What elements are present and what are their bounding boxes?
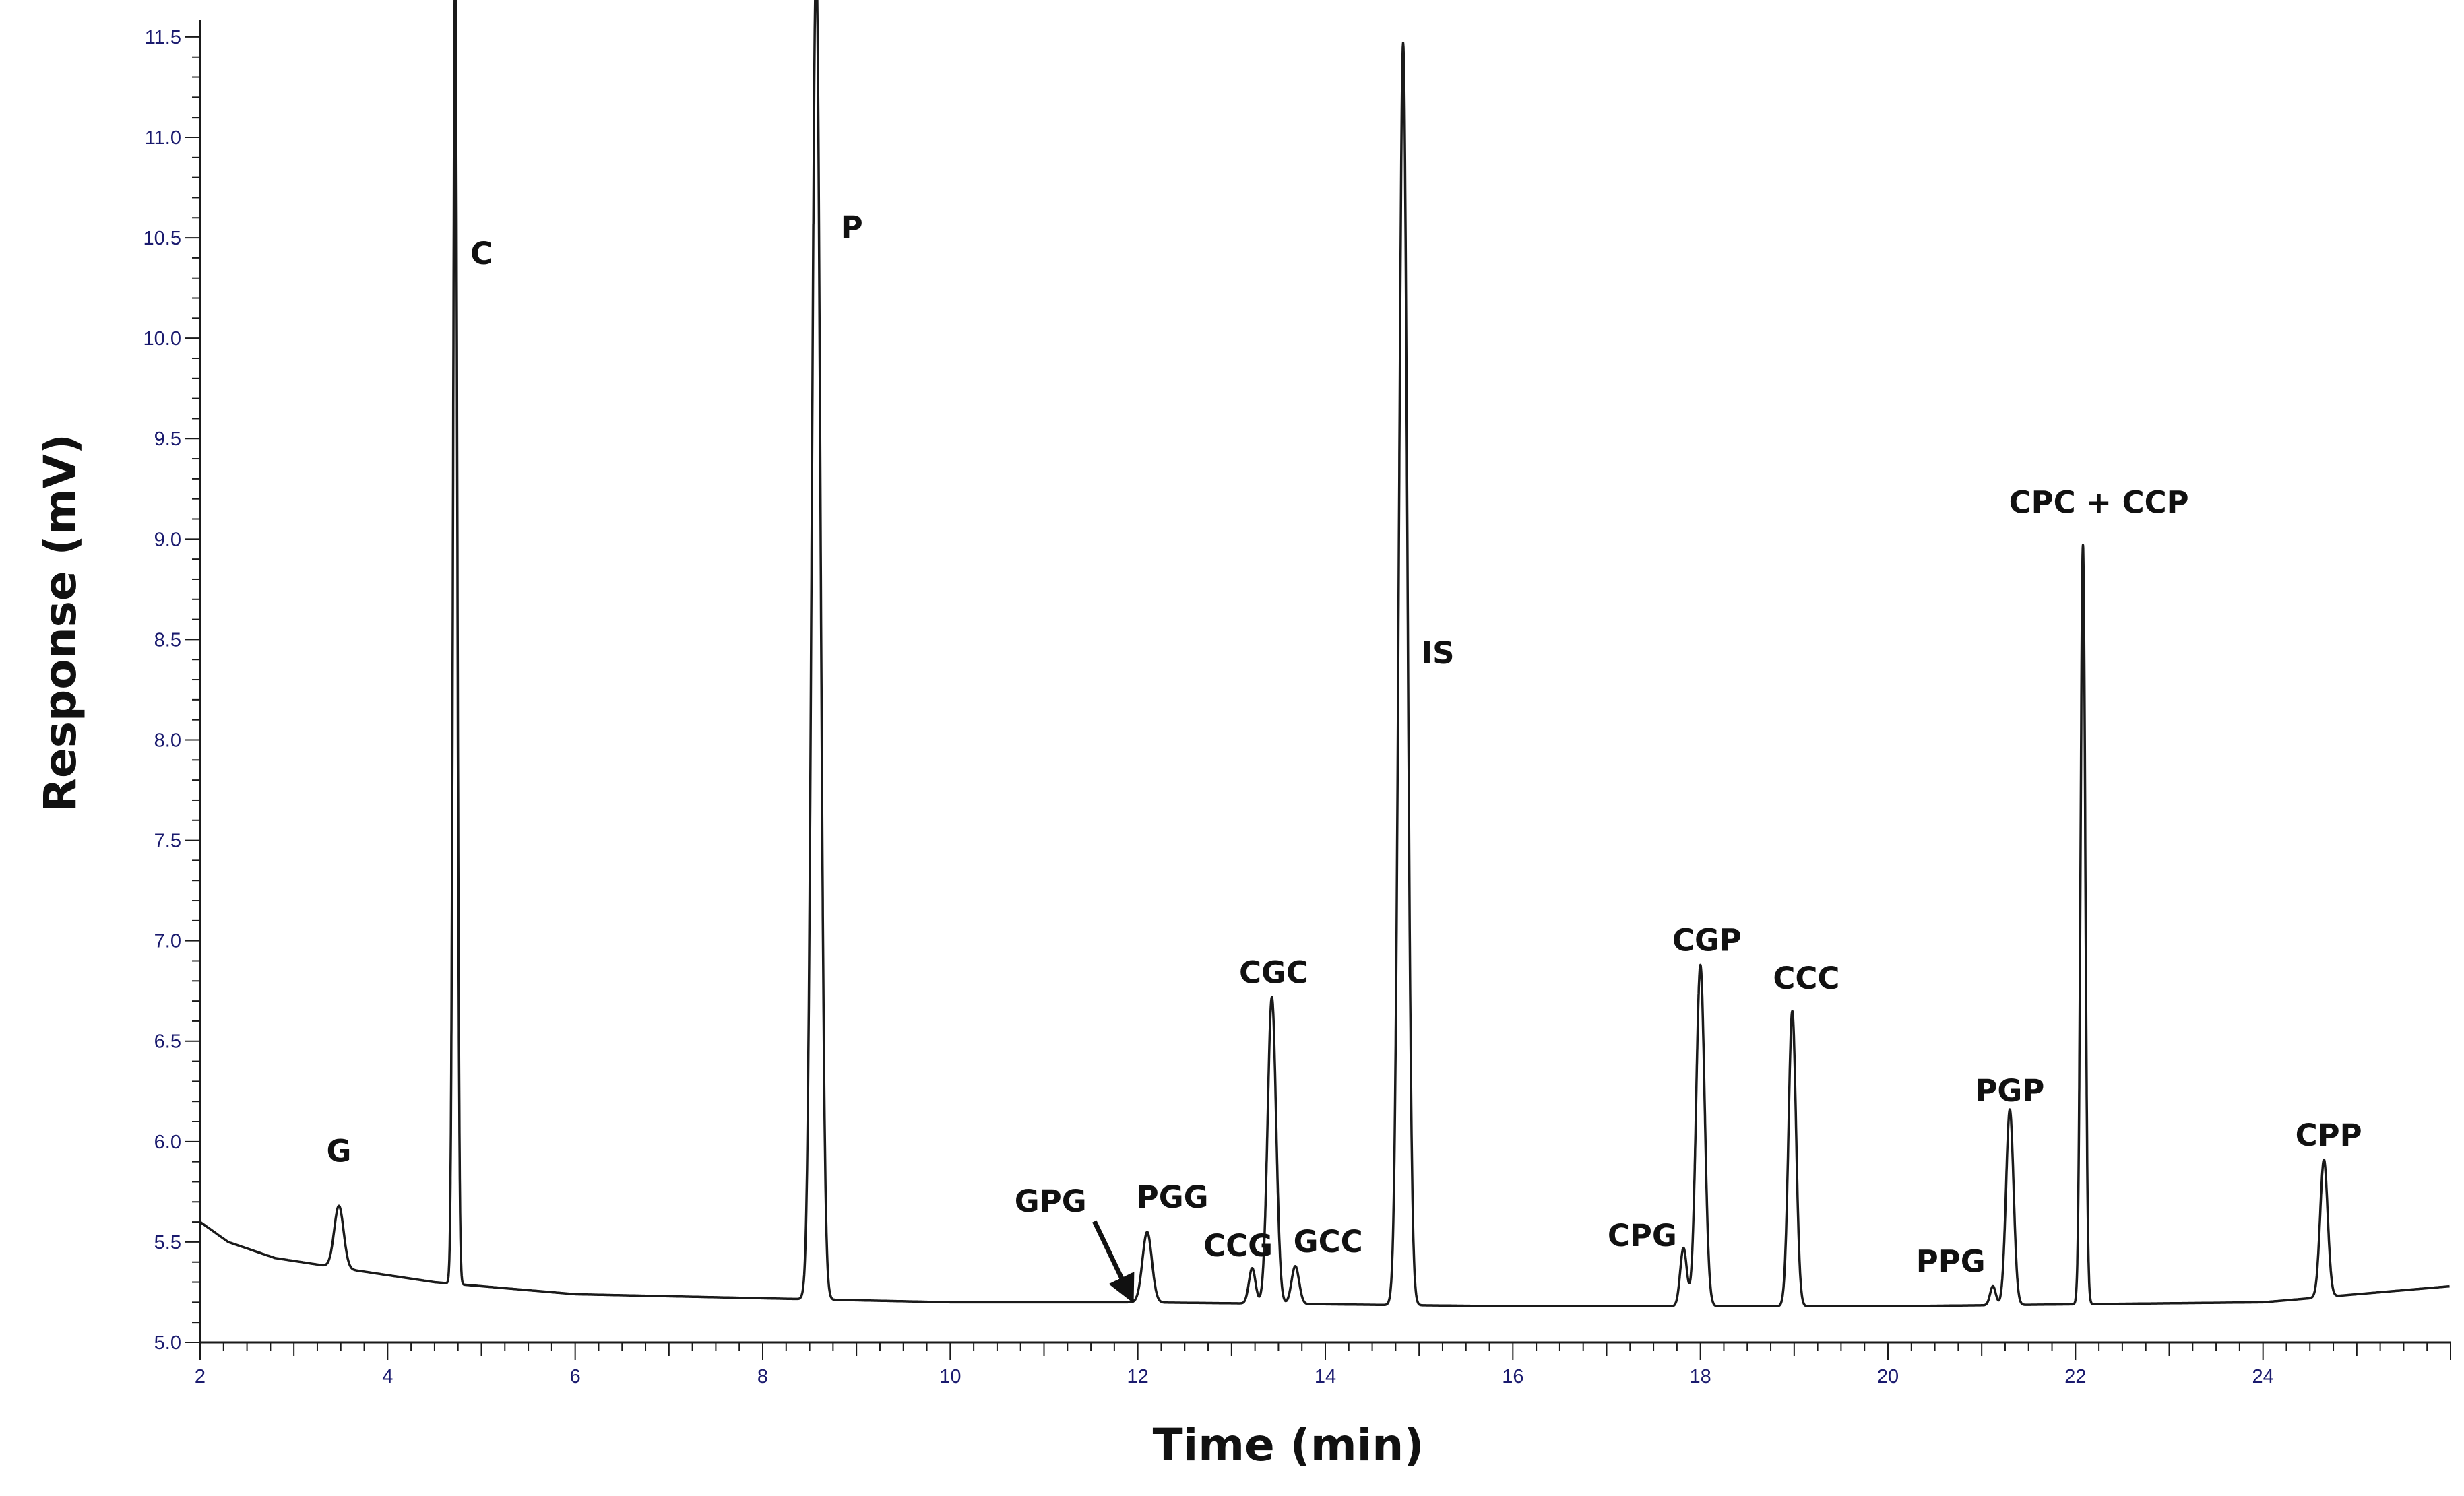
peak-label-is: IS (1421, 635, 1454, 671)
y-tick-label: 10.5 (144, 228, 181, 249)
x-tick-label: 12 (1127, 1366, 1149, 1388)
y-tick-label: 9.5 (154, 428, 181, 450)
y-tick-label: 11.5 (145, 27, 181, 48)
peak-label-ppg: PPG (1916, 1244, 1986, 1280)
y-axis-title: Response (mV) (34, 434, 86, 812)
peak-label-ccg: CCG (1203, 1228, 1273, 1264)
peak-label-ccc: CCC (1773, 961, 1839, 996)
peak-label-cgc: CGC (1239, 954, 1308, 990)
peak-label-cpg: CPG (1608, 1218, 1677, 1254)
peak-label-c: C (470, 236, 493, 271)
x-tick-label: 8 (757, 1366, 768, 1388)
peak-label-cpp: CPP (2296, 1117, 2362, 1153)
x-tick-label: 22 (2064, 1366, 2086, 1388)
y-tick-label: 5.5 (154, 1232, 181, 1254)
trace-group (200, 0, 2450, 1308)
y-tick-label: 5.0 (154, 1332, 181, 1354)
y-tick-label: 8.0 (154, 729, 181, 751)
x-tick-label: 10 (939, 1366, 961, 1388)
peak-label-p: P (841, 209, 863, 245)
x-tick-label: 6 (570, 1366, 581, 1388)
peak-label-cpc-ccp: CPC + CCP (2009, 485, 2189, 521)
peak-label-pgp: PGP (1975, 1073, 2044, 1109)
x-tick-label: 18 (1690, 1366, 1711, 1388)
peak-label-gcc: GCC (1294, 1224, 1363, 1260)
peak-label-gpg: GPG (1015, 1183, 1087, 1219)
y-tick-label: 7.5 (154, 831, 181, 852)
chromatogram-trace (200, 0, 2450, 1308)
x-tick-label: 20 (1877, 1366, 1899, 1388)
peak-label-g: G (326, 1134, 351, 1169)
x-tick-label: 14 (1315, 1366, 1336, 1388)
x-axis-title: Time (min) (1153, 1419, 1424, 1471)
x-tick-label: 24 (2252, 1366, 2274, 1388)
peak-label-cgp: CGP (1672, 923, 1742, 958)
y-tick-label: 10.0 (144, 328, 181, 350)
x-tick-label: 2 (195, 1366, 206, 1388)
x-tick-label: 4 (382, 1366, 393, 1388)
y-tick-label: 8.5 (154, 629, 181, 651)
peak-label-pgg: PGG (1137, 1179, 1209, 1215)
axes: 5.0 5.5 6.0 6.5 7.0 7.5 8.0 8.5 9.0 9.5 10.0 10.5 11… (144, 20, 2451, 1388)
y-tick-label: 9.0 (154, 529, 181, 550)
x-tick-label: 16 (1502, 1366, 1523, 1388)
peak-labels: G C P GPG PGG CCG GCC CGC IS CPG CGP CCC PPG PGP CPC +… (326, 209, 2362, 1303)
y-tick-label: 7.0 (154, 931, 181, 952)
y-tick-label: 6.0 (154, 1132, 181, 1153)
y-tick-label: 11.0 (145, 127, 181, 149)
gpg-arrow-icon (1092, 1220, 1135, 1303)
y-tick-label: 6.5 (154, 1031, 181, 1053)
